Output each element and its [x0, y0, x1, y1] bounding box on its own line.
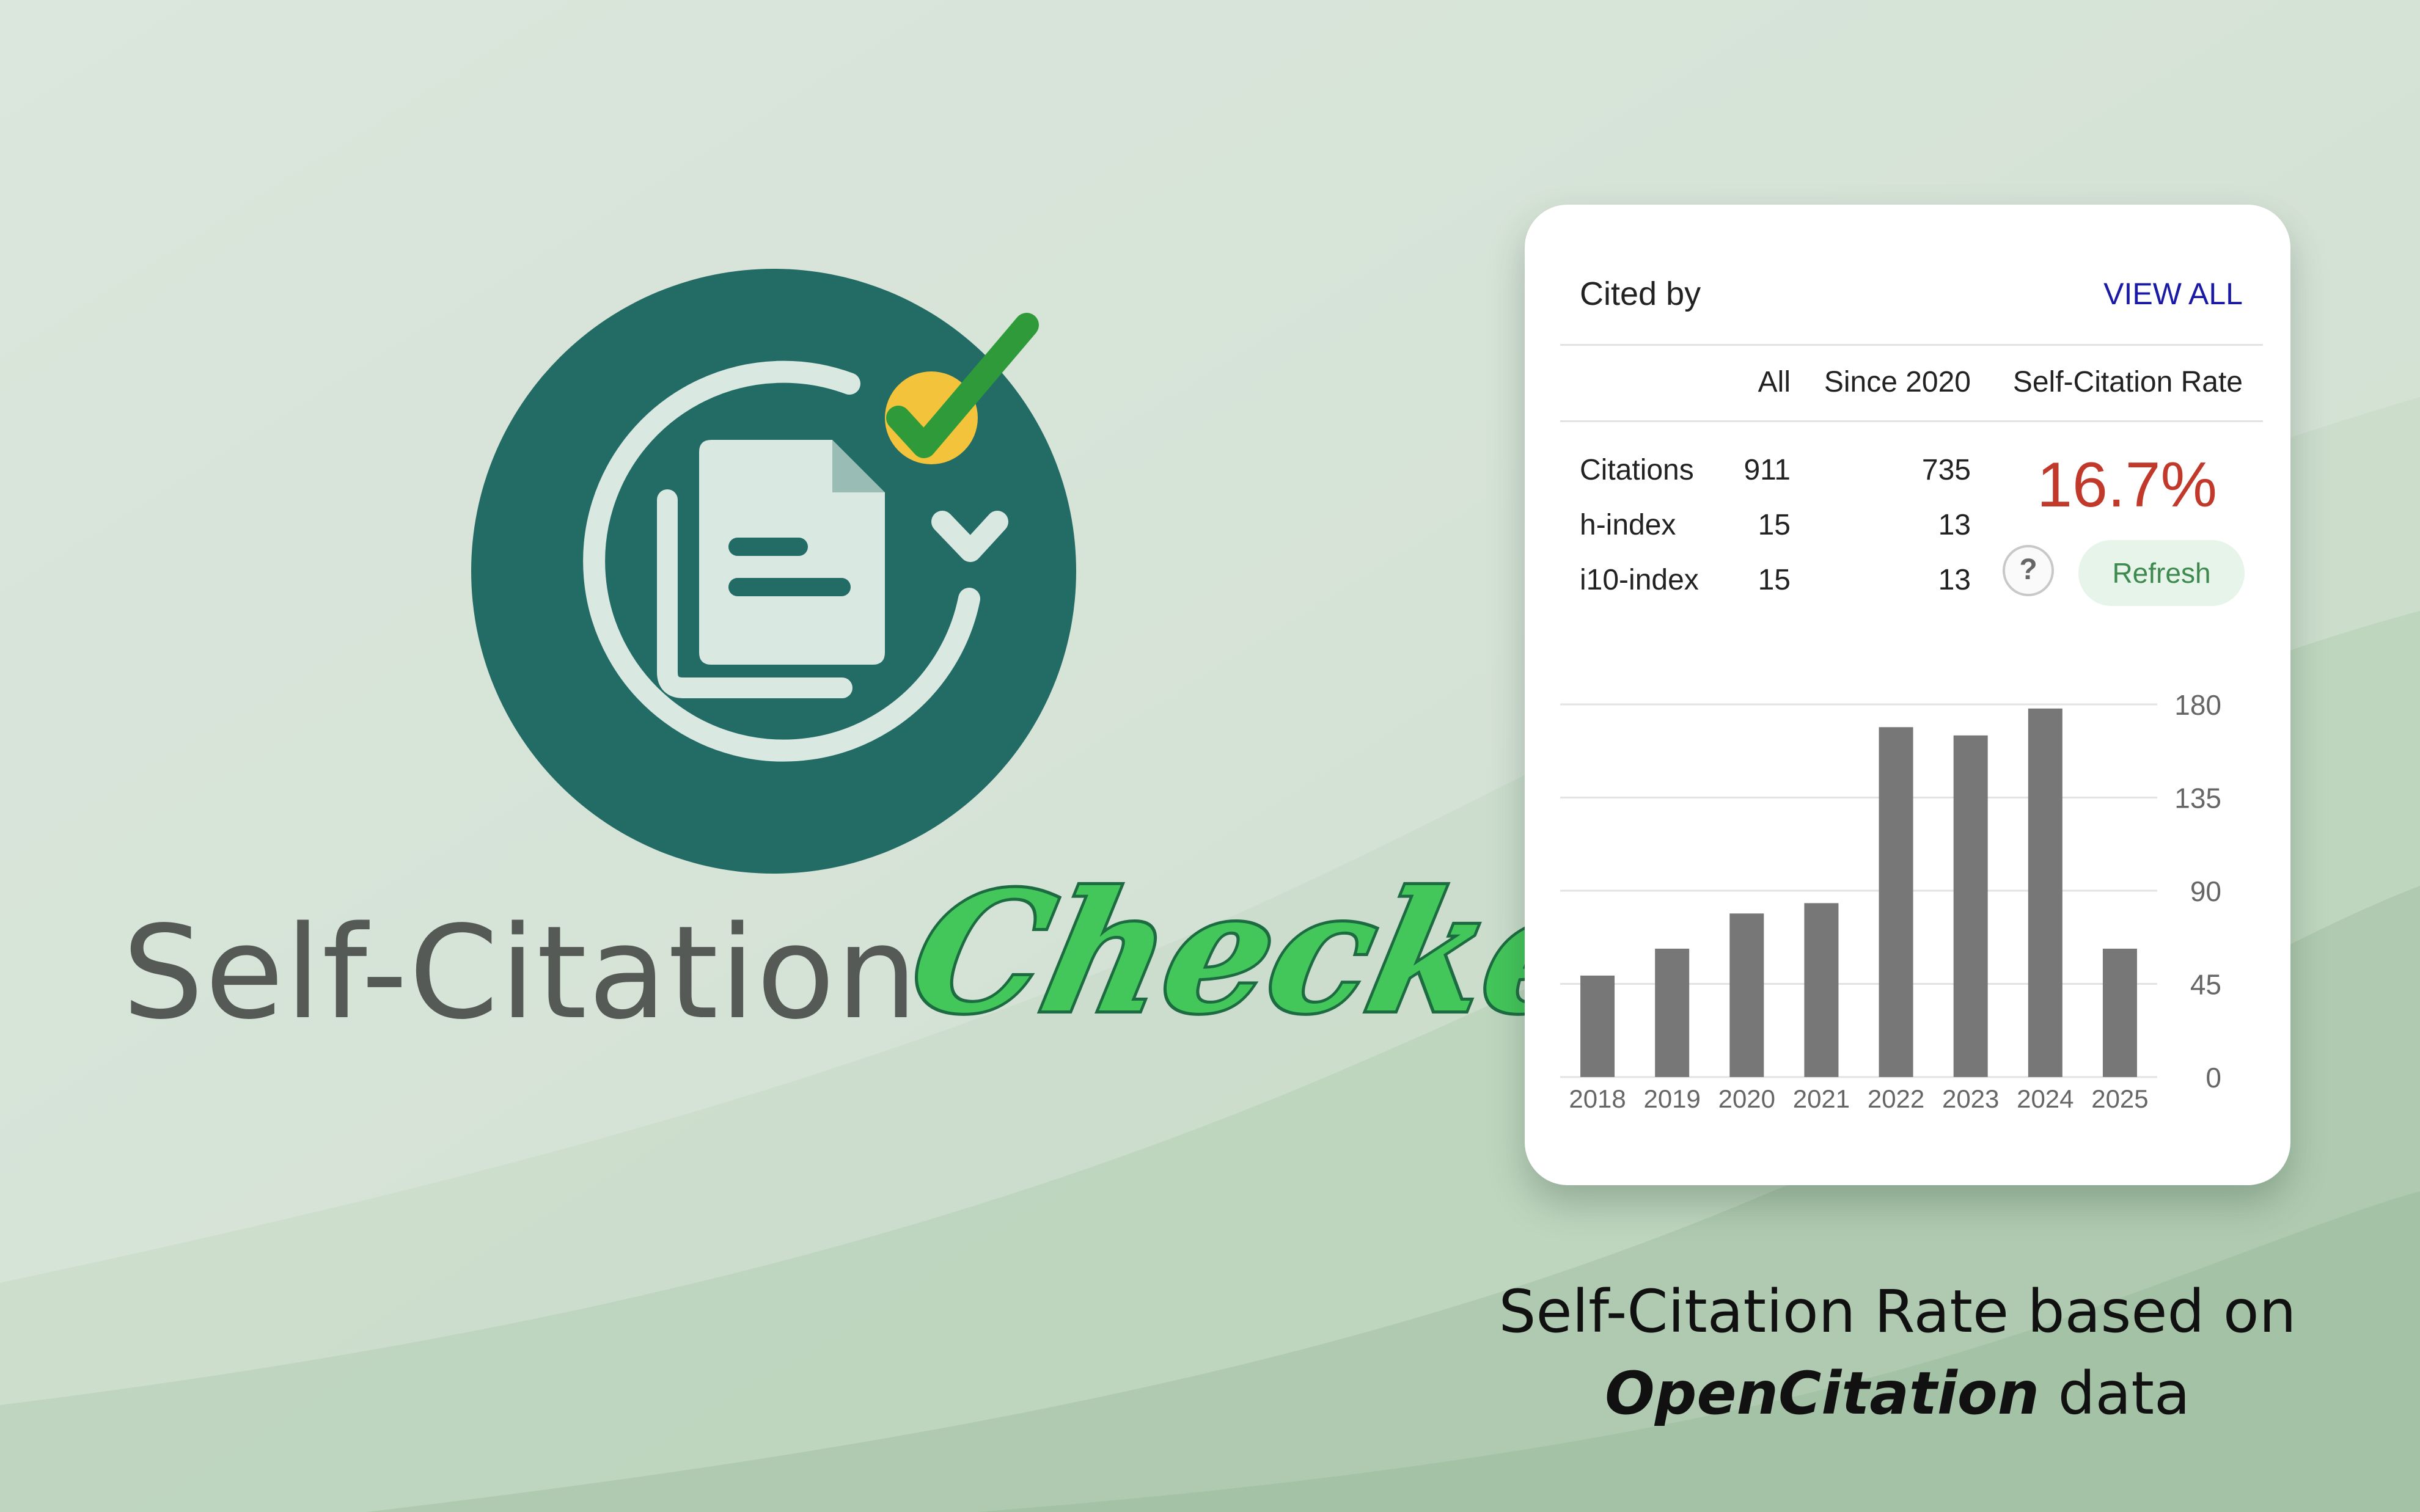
- caption-line-1: Self-Citation Rate based on: [1498, 1277, 2297, 1346]
- caption-emphasis: OpenCitation: [1605, 1359, 2040, 1428]
- self-citation-rate-value: 16.7%: [2037, 450, 2217, 520]
- view-all-link[interactable]: VIEW ALL: [2103, 277, 2243, 311]
- bar: [1804, 903, 1839, 1077]
- y-tick-label: 45: [2190, 969, 2221, 1001]
- row-label-citations: Citations: [1580, 454, 1694, 486]
- x-tick-label: 2022: [1868, 1084, 1924, 1113]
- cited-by-card: Cited by VIEW ALL All Since 2020 Self-Ci…: [1525, 205, 2290, 1185]
- x-tick-label: 2019: [1643, 1084, 1700, 1113]
- column-header-all: All: [1758, 366, 1791, 398]
- row-label-h-index: h-index: [1580, 509, 1676, 541]
- bar: [1729, 913, 1764, 1077]
- bar: [1655, 948, 1690, 1077]
- caption: Self-Citation Rate based on OpenCitation…: [1479, 1271, 2316, 1434]
- app-logo: [471, 269, 1076, 874]
- column-header-rate: Self-Citation Rate: [2012, 366, 2243, 398]
- bar: [2102, 948, 2137, 1077]
- x-tick-label: 2023: [1942, 1084, 1999, 1113]
- refresh-button[interactable]: Refresh: [2078, 540, 2245, 606]
- cell-citations-all: 911: [1744, 454, 1791, 486]
- x-tick-label: 2020: [1718, 1084, 1775, 1113]
- bar: [2028, 708, 2062, 1077]
- x-tick-label: 2025: [2091, 1084, 2148, 1113]
- y-tick-label: 0: [2206, 1062, 2221, 1094]
- y-tick-label: 180: [2174, 689, 2221, 721]
- caption-rest: data: [2039, 1359, 2190, 1428]
- document-copy-icon: [657, 440, 885, 698]
- citations-bar-chart: 0 45 90 135 180 2018 2019 2020 2021 2022 2023 2024 2…: [1560, 689, 2221, 1113]
- cell-h-index-since: 13: [1938, 509, 1971, 541]
- x-tick-label: 2021: [1793, 1084, 1850, 1113]
- divider: [1560, 344, 2263, 346]
- divider: [1560, 420, 2263, 422]
- checkmark-badge-icon: [885, 313, 1039, 464]
- bar: [1953, 735, 1988, 1077]
- refresh-arrow-icon: [583, 360, 1008, 762]
- bar: [1879, 727, 1913, 1077]
- cell-h-index-all: 15: [1758, 509, 1791, 541]
- y-tick-label: 135: [2174, 783, 2221, 814]
- cell-citations-since: 735: [1921, 454, 1971, 486]
- x-tick-label: 2024: [2017, 1084, 2074, 1113]
- bar: [1580, 975, 1615, 1077]
- cell-i10-index-since: 13: [1938, 564, 1971, 596]
- brand-title-plain: Self-Citation: [122, 898, 919, 1048]
- y-tick-label: 90: [2190, 875, 2221, 907]
- row-label-i10-index: i10-index: [1580, 564, 1699, 596]
- question-icon[interactable]: ?: [2003, 545, 2054, 596]
- cell-i10-index-all: 15: [1758, 564, 1791, 596]
- caption-line-2: OpenCitation data: [1479, 1353, 2316, 1434]
- x-tick-label: 2018: [1569, 1084, 1626, 1113]
- column-header-since: Since 2020: [1824, 366, 1971, 398]
- card-title: Cited by: [1580, 276, 1701, 312]
